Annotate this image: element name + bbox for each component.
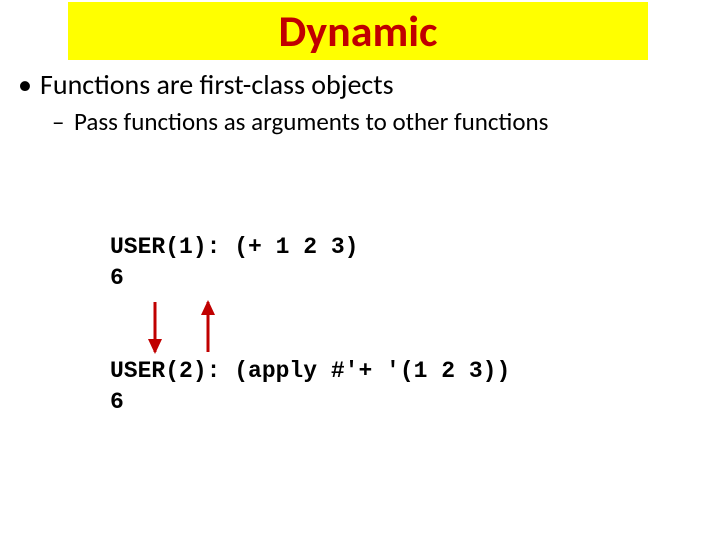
arrow-up-icon xyxy=(193,297,223,367)
slide-title: Dynamic xyxy=(68,4,648,58)
bullet-level-2: Pass functions as arguments to other fun… xyxy=(74,108,548,136)
arrow-down-icon xyxy=(140,297,170,367)
code-block: USER(1): (+ 1 2 3) 6 USER(2): (apply #'+… xyxy=(110,232,510,418)
bullet-level-1: Functions are first-class objects xyxy=(40,70,394,101)
slide: Dynamic Functions are first-class object… xyxy=(0,0,720,540)
title-bar: Dynamic xyxy=(68,2,648,60)
